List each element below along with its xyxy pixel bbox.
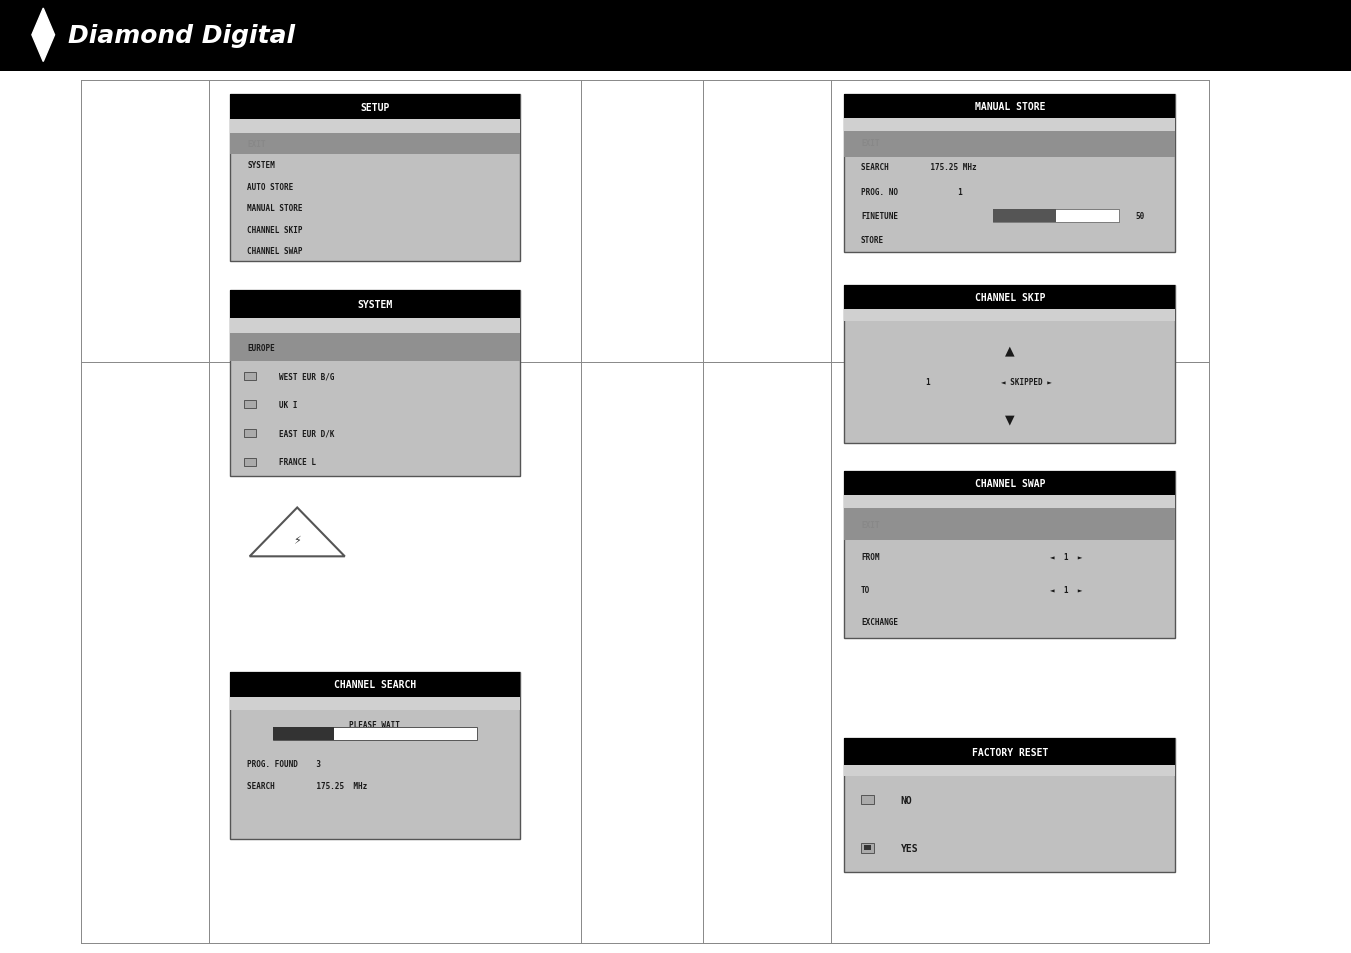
Text: CHANNEL SEARCH: CHANNEL SEARCH	[334, 679, 416, 689]
Text: EXIT: EXIT	[861, 139, 880, 148]
Text: AUTO STORE: AUTO STORE	[247, 183, 293, 192]
Bar	[245, 458, 255, 466]
Text: NO: NO	[901, 795, 912, 805]
Bar	[230, 697, 520, 710]
Text: EXCHANGE: EXCHANGE	[861, 618, 898, 627]
Text: Diamond Digital: Diamond Digital	[68, 24, 295, 48]
Bar	[844, 472, 1175, 639]
Text: ◄  1  ►: ◄ 1 ►	[1050, 553, 1082, 561]
Bar	[844, 95, 1175, 253]
Bar	[844, 472, 1175, 496]
Text: TO: TO	[861, 585, 870, 595]
Bar	[273, 727, 334, 740]
Bar	[245, 373, 255, 380]
Text: ▼: ▼	[1005, 413, 1015, 426]
Bar	[230, 95, 520, 120]
Text: EXIT: EXIT	[861, 520, 880, 529]
Text: ◄ SKIPPED ►: ◄ SKIPPED ►	[1001, 377, 1052, 386]
Bar	[230, 291, 520, 318]
Text: MANUAL STORE: MANUAL STORE	[247, 204, 303, 213]
Bar	[844, 119, 1175, 132]
Text: SYSTEM: SYSTEM	[247, 161, 274, 171]
Bar	[273, 727, 477, 740]
Text: UK I: UK I	[280, 400, 297, 410]
Text: FINETUNE: FINETUNE	[861, 212, 898, 221]
Bar	[230, 318, 520, 334]
Bar	[230, 334, 520, 362]
Bar	[230, 120, 520, 133]
Bar	[844, 765, 1175, 776]
Text: MANUAL STORE: MANUAL STORE	[974, 102, 1046, 112]
Bar	[844, 286, 1175, 443]
Text: SETUP: SETUP	[361, 103, 389, 112]
Text: ◄  1  ►: ◄ 1 ►	[1050, 585, 1082, 595]
Text: EUROPE: EUROPE	[247, 343, 274, 353]
Bar	[844, 310, 1175, 322]
Bar	[863, 845, 871, 851]
Polygon shape	[32, 10, 54, 63]
Bar	[861, 843, 874, 853]
Bar	[230, 672, 520, 697]
Text: 50: 50	[1136, 212, 1144, 221]
Bar	[0, 0, 1351, 71]
Bar	[844, 496, 1175, 509]
Bar	[230, 133, 520, 155]
Bar	[230, 291, 520, 476]
Text: CHANNEL SKIP: CHANNEL SKIP	[974, 293, 1046, 303]
Bar	[245, 401, 255, 409]
Text: EAST EUR D/K: EAST EUR D/K	[280, 429, 335, 438]
Bar	[993, 211, 1056, 222]
Text: STORE: STORE	[861, 236, 884, 245]
Text: ▲: ▲	[1005, 344, 1015, 356]
Bar	[844, 509, 1175, 540]
Bar	[844, 739, 1175, 765]
Text: YES: YES	[901, 843, 919, 853]
Text: SEARCH         175.25 MHz: SEARCH 175.25 MHz	[861, 163, 977, 172]
Bar	[993, 211, 1119, 222]
Bar	[844, 132, 1175, 158]
Text: SEARCH         175.25  MHz: SEARCH 175.25 MHz	[247, 781, 367, 790]
Text: 1: 1	[925, 377, 929, 386]
Text: PROG. NO             1: PROG. NO 1	[861, 188, 963, 196]
Text: SYSTEM: SYSTEM	[357, 299, 393, 310]
Polygon shape	[250, 508, 345, 557]
Text: EXIT: EXIT	[247, 140, 266, 149]
Bar	[844, 739, 1175, 872]
Text: WEST EUR B/G: WEST EUR B/G	[280, 372, 335, 381]
Text: FROM: FROM	[861, 553, 880, 561]
Text: PROG. FOUND    3: PROG. FOUND 3	[247, 760, 322, 768]
Bar	[861, 795, 874, 804]
Bar	[230, 672, 520, 839]
Text: FRANCE L: FRANCE L	[280, 457, 316, 467]
Text: CHANNEL SWAP: CHANNEL SWAP	[247, 247, 303, 255]
Text: CHANNEL SWAP: CHANNEL SWAP	[974, 478, 1046, 488]
Bar	[844, 286, 1175, 310]
Text: FACTORY RESET: FACTORY RESET	[971, 747, 1048, 757]
Bar	[245, 430, 255, 437]
Bar	[230, 95, 520, 262]
Text: CHANNEL SKIP: CHANNEL SKIP	[247, 226, 303, 234]
Bar	[844, 95, 1175, 119]
Text: ⚡: ⚡	[293, 536, 301, 545]
Text: PLEASE WAIT: PLEASE WAIT	[350, 720, 400, 730]
